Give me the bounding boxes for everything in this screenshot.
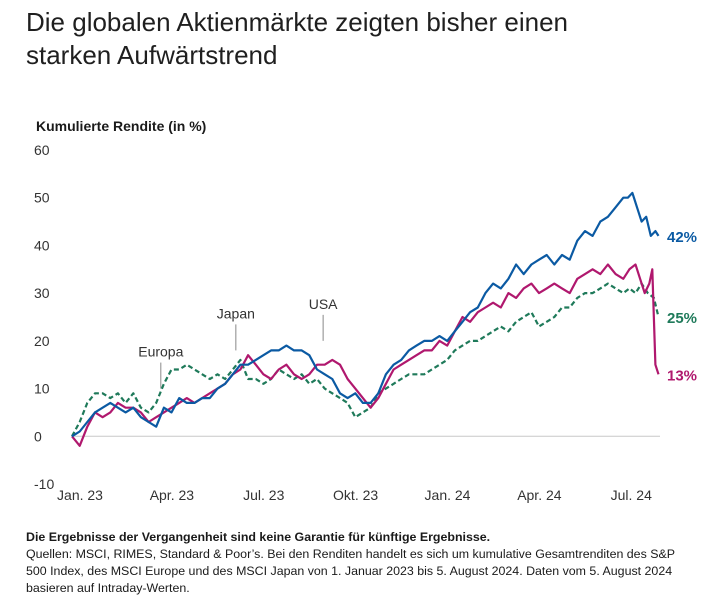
- x-tick-label: Jul. 24: [611, 487, 652, 503]
- title-line-1: Die globalen Aktienmärkte zeigten bisher…: [26, 7, 569, 37]
- x-tick-label: Jan. 23: [57, 487, 103, 503]
- chart-title: Die globalen Aktienmärkte zeigten bisher…: [26, 6, 706, 72]
- y-tick-label: -10: [34, 476, 54, 492]
- x-tick-label: Apr. 23: [150, 487, 195, 503]
- line-chart: Kumulierte Rendite (in %) -10 0 10 20 30 40 50…: [34, 118, 697, 503]
- end-label-europa: 25%: [667, 310, 697, 327]
- x-tick-label: Jul. 23: [243, 487, 284, 503]
- annotation-label: Japan: [217, 305, 255, 321]
- source-line-2: 500 Index, des MSCI Europe und des MSCI …: [26, 564, 673, 578]
- series-lines: [71, 191, 660, 447]
- end-label-japan: 13%: [667, 367, 697, 384]
- title-line-2: starken Aufwärtstrend: [26, 40, 278, 70]
- end-label-usa: 42%: [667, 229, 697, 246]
- annotation-label: Europa: [138, 344, 183, 360]
- y-tick-label: 40: [34, 237, 50, 253]
- y-tick-label: 30: [34, 285, 50, 301]
- y-tick-label: 0: [34, 428, 42, 444]
- x-tick-label: Okt. 23: [333, 487, 378, 503]
- series-line-europa: [71, 282, 660, 437]
- y-tick-label: 20: [34, 333, 50, 349]
- annotations: Europa Japan USA: [138, 296, 338, 389]
- x-tick-label: Apr. 24: [517, 487, 562, 503]
- y-tick-label: 50: [34, 190, 50, 206]
- footnote: Die Ergebnisse der Vergangenheit sind ke…: [26, 529, 706, 597]
- annotation-label: USA: [309, 296, 338, 312]
- end-labels: 42% 25% 13%: [667, 229, 697, 384]
- source-line-3: basieren auf Intraday-Werten.: [26, 581, 190, 595]
- y-axis-ticks: -10 0 10 20 30 40 50 60: [34, 142, 54, 492]
- x-tick-label: Jan. 24: [425, 487, 471, 503]
- series-line-usa: [71, 191, 660, 438]
- x-axis-ticks: Jan. 23 Apr. 23 Jul. 23 Okt. 23 Jan. 24 Apr. …: [57, 487, 652, 503]
- y-axis-label: Kumulierte Rendite (in %): [36, 118, 206, 134]
- source-line-1: Quellen: MSCI, RIMES, Standard & Poor’s.…: [26, 547, 676, 561]
- y-tick-label: 10: [34, 381, 50, 397]
- disclaimer-text: Die Ergebnisse der Vergangenheit sind ke…: [26, 530, 491, 544]
- y-tick-label: 60: [34, 142, 50, 158]
